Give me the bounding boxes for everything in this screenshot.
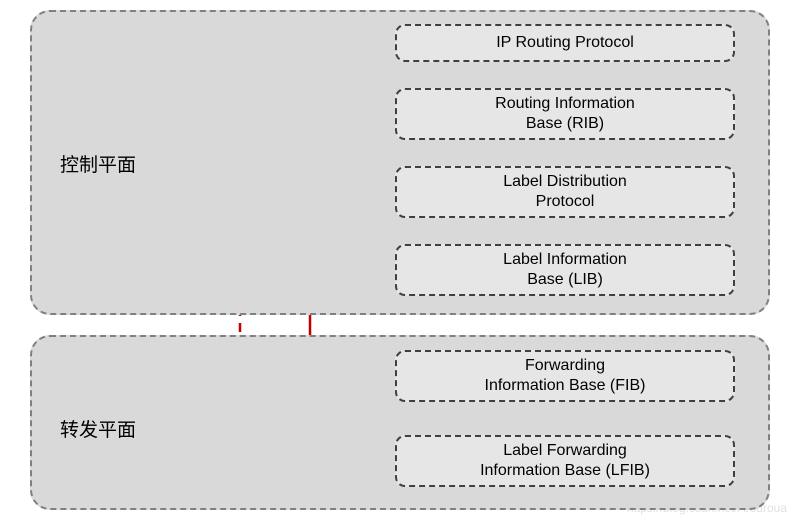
node-ldp-line2: Protocol bbox=[536, 192, 595, 212]
node-lfib-line1: Label Forwarding bbox=[503, 441, 627, 461]
node-fib: ForwardingInformation Base (FIB) bbox=[395, 350, 735, 402]
node-lfib: Label ForwardingInformation Base (LFIB) bbox=[395, 435, 735, 487]
node-rib: Routing InformationBase (RIB) bbox=[395, 88, 735, 140]
node-lib: Label InformationBase (LIB) bbox=[395, 244, 735, 296]
node-rib-line2: Base (RIB) bbox=[526, 114, 604, 134]
node-fib-line2: Information Base (FIB) bbox=[485, 376, 646, 396]
node-fib-line1: Forwarding bbox=[525, 356, 605, 376]
node-ldp: Label DistributionProtocol bbox=[395, 166, 735, 218]
node-ip-routing-line1: IP Routing Protocol bbox=[496, 33, 634, 53]
node-ip-routing: IP Routing Protocol bbox=[395, 24, 735, 62]
plane-label-forwarding-plane: 转发平面 bbox=[60, 415, 136, 442]
plane-label-control-plane: 控制平面 bbox=[60, 150, 136, 177]
node-rib-line1: Routing Information bbox=[495, 94, 635, 114]
node-lib-line1: Label Information bbox=[503, 250, 627, 270]
node-lib-line2: Base (LIB) bbox=[527, 270, 603, 290]
node-ldp-line1: Label Distribution bbox=[503, 172, 627, 192]
diagram-canvas: https://blog.csdn.net/Arouroua 控制平面转发平面I… bbox=[0, 0, 797, 521]
node-lfib-line2: Information Base (LFIB) bbox=[480, 461, 650, 481]
